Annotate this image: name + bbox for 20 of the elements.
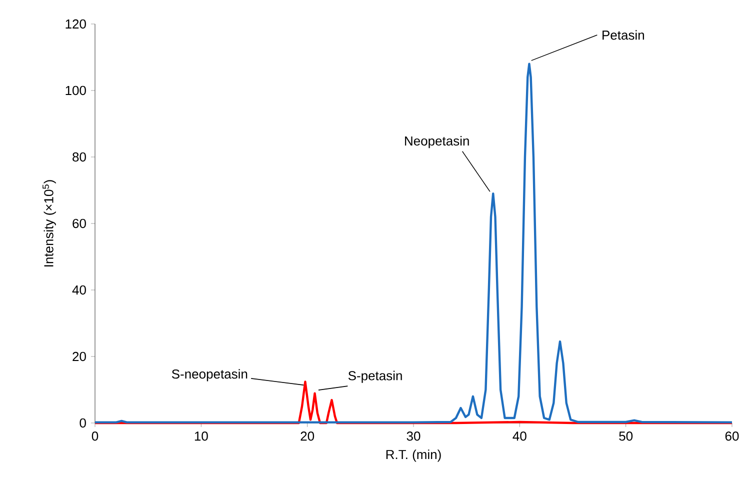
y-axis-title: Intensity (×10$^{5}$) bbox=[42, 180, 56, 266]
x-tick-label: 50 bbox=[619, 432, 633, 441]
y-tick-label: 40 bbox=[72, 285, 86, 295]
x-axis-title: R.T. (min) bbox=[386, 450, 441, 462]
x-tick-label: 10 bbox=[194, 432, 208, 441]
annotation: Petasin bbox=[602, 30, 644, 40]
x-tick-label: 60 bbox=[725, 432, 739, 441]
y-tick-label: 0 bbox=[80, 418, 86, 428]
annotation: S-petasin bbox=[348, 370, 402, 383]
annotation: Neopetasin bbox=[405, 136, 469, 148]
y-tick-label: 80 bbox=[72, 152, 86, 162]
y-tick-label: 100 bbox=[66, 86, 86, 96]
y-tick-label: 20 bbox=[72, 352, 86, 362]
x-tick-label: 30 bbox=[406, 432, 420, 441]
annotation: S-neopetasin bbox=[172, 369, 248, 382]
y-tick-label: 120 bbox=[66, 19, 86, 29]
x-tick-label: 20 bbox=[300, 432, 314, 441]
x-tick-label: 40 bbox=[512, 432, 526, 441]
x-tick-label: 0 bbox=[92, 432, 98, 441]
y-tick-label: 60 bbox=[72, 218, 86, 228]
